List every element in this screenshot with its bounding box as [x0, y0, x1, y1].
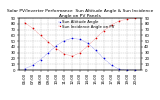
Sun Altitude Angle: [126, 69, 128, 71]
Sun Altitude Angle: [32, 65, 34, 66]
Line: Sun Incidence Angle on PV: Sun Incidence Angle on PV: [24, 17, 136, 57]
Sun Altitude Angle: [103, 58, 105, 59]
Sun Incidence Angle on PV: [119, 20, 120, 22]
Sun Altitude Angle: [48, 52, 49, 53]
Sun Incidence Angle on PV: [63, 53, 65, 54]
Sun Altitude Angle: [134, 69, 136, 71]
Sun Altitude Angle: [119, 69, 120, 70]
Sun Altitude Angle: [24, 68, 26, 69]
Sun Altitude Angle: [111, 65, 112, 66]
Sun Incidence Angle on PV: [48, 42, 49, 43]
Line: Sun Altitude Angle: Sun Altitude Angle: [24, 37, 136, 71]
Sun Incidence Angle on PV: [71, 56, 73, 57]
Sun Incidence Angle on PV: [40, 35, 41, 36]
Sun Altitude Angle: [40, 59, 41, 60]
Sun Altitude Angle: [95, 50, 97, 51]
Sun Incidence Angle on PV: [32, 28, 34, 29]
Sun Incidence Angle on PV: [111, 24, 112, 26]
Sun Altitude Angle: [79, 39, 81, 40]
Sun Altitude Angle: [87, 43, 89, 44]
Legend: Sun Altitude Angle, Sun Incidence Angle on PV: Sun Altitude Angle, Sun Incidence Angle …: [57, 20, 115, 29]
Sun Altitude Angle: [63, 40, 65, 41]
Sun Incidence Angle on PV: [87, 45, 89, 46]
Title: Solar PV/Inverter Performance  Sun Altitude Angle & Sun Incidence Angle on PV Pa: Solar PV/Inverter Performance Sun Altitu…: [7, 9, 153, 18]
Sun Incidence Angle on PV: [95, 38, 97, 39]
Sun Incidence Angle on PV: [134, 17, 136, 19]
Sun Altitude Angle: [55, 45, 57, 46]
Sun Altitude Angle: [71, 38, 73, 39]
Sun Incidence Angle on PV: [103, 30, 105, 31]
Sun Incidence Angle on PV: [55, 48, 57, 49]
Sun Incidence Angle on PV: [24, 22, 26, 23]
Sun Incidence Angle on PV: [126, 19, 128, 20]
Sun Incidence Angle on PV: [79, 52, 81, 53]
